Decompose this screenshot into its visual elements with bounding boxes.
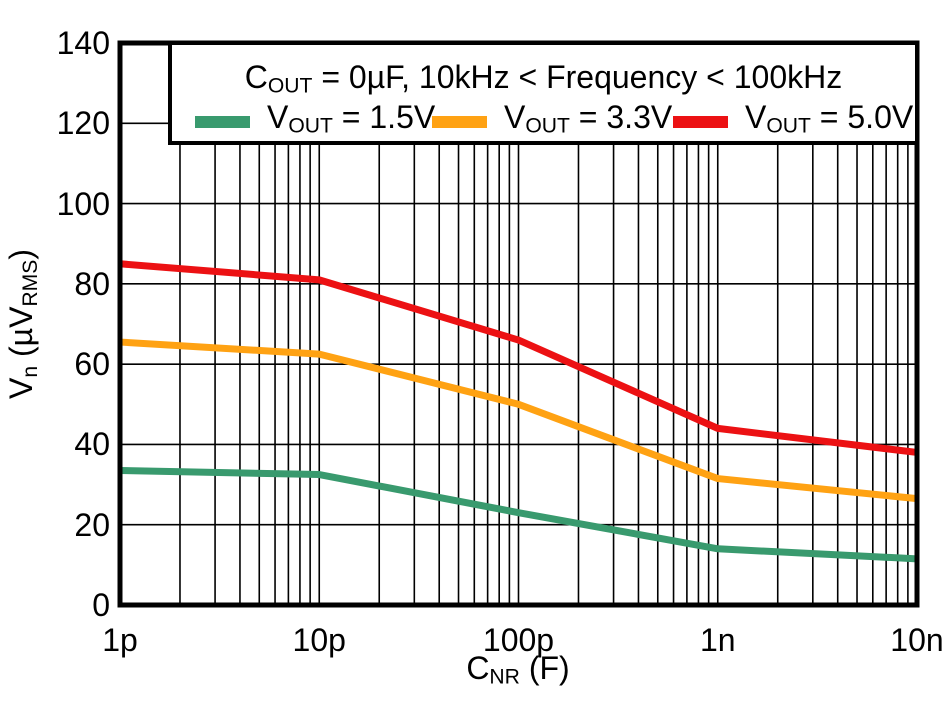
y-tick-label-100: 100 [56, 185, 110, 222]
legend-swatch-orange [432, 115, 487, 128]
y-tick-label-0: 0 [92, 587, 110, 623]
y-tick-label-140: 140 [56, 25, 110, 61]
legend-label: VOUT = 1.5V [267, 99, 436, 138]
y-tick-label-120: 120 [56, 105, 110, 142]
x-tick-label-10n: 10n [890, 622, 944, 658]
legend-entry-vout-3v3: VOUT = 3.3V [432, 99, 672, 145]
y-axis-title: Vn (µVRMS) [3, 249, 42, 399]
y-tick-label-20: 20 [74, 506, 110, 543]
x-tick-label-1p: 1p [102, 622, 138, 658]
legend-label: VOUT = 3.3V [504, 99, 673, 138]
x-axis-title: CNR (F) [466, 650, 570, 689]
legend-swatch-red [673, 115, 728, 128]
y-tick-label-80: 80 [74, 265, 110, 302]
legend-swatch-green [195, 115, 250, 128]
series-line-3.3v [119, 338, 918, 503]
series-line-1.5v [119, 467, 918, 563]
series-line-5.0v [119, 260, 918, 456]
y-tick-label-60: 60 [74, 346, 110, 383]
x-tick-label-100p: 100p [482, 622, 555, 658]
legend-entry-vout-1v5: VOUT = 1.5V [195, 99, 435, 145]
y-tick-label-40: 40 [74, 426, 110, 463]
legend-box: COUT = 0µF, 10kHz < Frequency < 100kHz V… [168, 41, 919, 145]
legend-entry-vout-5v0: VOUT = 5.0V [673, 99, 913, 145]
legend-title: COUT = 0µF, 10kHz < Frequency < 100kHz [244, 59, 843, 98]
legend-label: VOUT = 5.0V [745, 99, 914, 138]
x-tick-label-10p: 10p [292, 622, 346, 658]
x-tick-label-1n: 1n [699, 622, 736, 658]
